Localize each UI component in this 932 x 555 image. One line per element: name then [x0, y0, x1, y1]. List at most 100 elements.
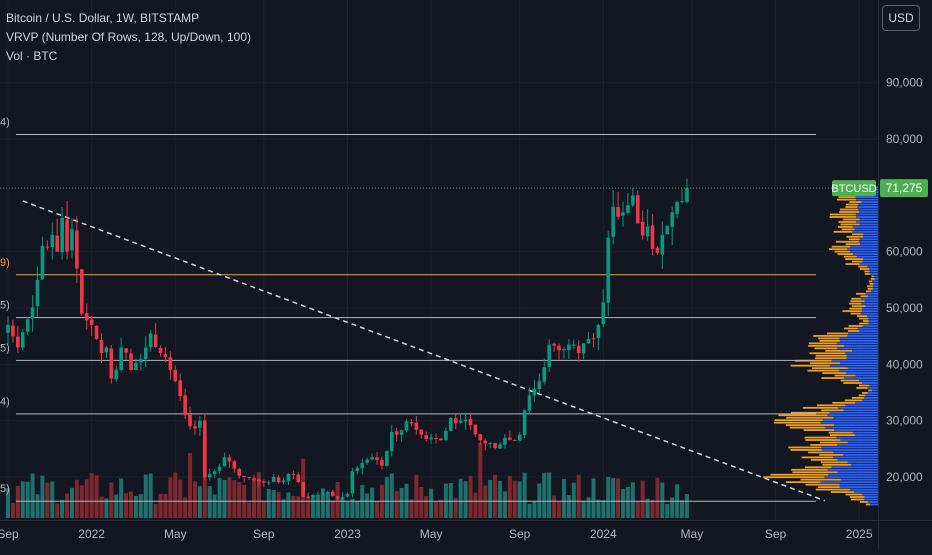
volume-profile-row: [859, 317, 869, 320]
candlestick: [242, 475, 246, 483]
volume-profile-row: [872, 280, 878, 283]
candlestick: [119, 337, 123, 372]
candlestick: [660, 221, 665, 270]
volume-profile-row: [873, 275, 878, 278]
candlestick: [266, 480, 271, 486]
volume-profile-row: [861, 399, 878, 402]
volume-bar: [611, 478, 616, 518]
candlestick: [163, 347, 168, 363]
volume-profile-row: [849, 488, 878, 491]
price-tick-label: 60,000: [886, 245, 923, 259]
vrvp-indicator-label[interactable]: VRVP (Number Of Rows, 128, Up/Down, 100): [6, 30, 251, 44]
volume-profile-row: [856, 255, 878, 258]
volume-profile-row: [847, 335, 878, 337]
volume-bar: [55, 503, 60, 518]
currency-button[interactable]: USD: [882, 5, 920, 31]
candlestick: [503, 433, 507, 449]
volume-profile-row: [857, 315, 868, 317]
volume-profile-row: [868, 317, 878, 320]
volume-indicator-label[interactable]: Vol · BTC: [6, 49, 58, 63]
volume-bar: [266, 488, 271, 518]
volume-profile-row: [846, 235, 864, 238]
volume-profile-row: [849, 496, 865, 498]
volume-profile-row: [865, 290, 872, 293]
volume-bar: [30, 473, 35, 518]
volume-bar: [532, 500, 537, 518]
time-tick-label: 2024: [590, 527, 617, 541]
volume-profile-row: [861, 310, 878, 313]
volume-profile-row: [852, 431, 878, 434]
volume-profile-row: [820, 446, 878, 449]
volume-bar: [340, 498, 345, 518]
dashed-trendline[interactable]: [22, 200, 825, 502]
volume-bar: [384, 477, 389, 518]
volume-bar: [458, 478, 463, 518]
volume-profile-row: [850, 463, 878, 466]
candlestick: [473, 424, 478, 437]
volume-profile-row: [858, 240, 878, 243]
candlestick: [139, 353, 143, 371]
volume-profile-row: [831, 245, 851, 248]
candlestick: [675, 201, 679, 219]
volume-profile-row: [808, 342, 837, 345]
symbol-title[interactable]: Bitcoin / U.S. Dollar, 1W, BITSTAMP: [6, 11, 200, 25]
volume-bar: [547, 472, 552, 518]
volume-profile-row: [867, 392, 878, 394]
volume-profile-row: [860, 295, 868, 298]
volume-bar: [256, 472, 261, 518]
candlestick: [281, 477, 286, 485]
volume-bar: [237, 482, 242, 518]
volume-profile-row: [834, 424, 878, 427]
volume-bar: [483, 485, 488, 518]
volume-bar: [6, 488, 10, 518]
volume-bars: [6, 437, 689, 518]
candlestick: [409, 419, 414, 427]
candlestick: [404, 419, 409, 433]
candlestick: [645, 209, 650, 241]
volume-bar: [320, 488, 325, 518]
volume-bar: [650, 499, 655, 518]
volume-profile-row: [820, 461, 848, 464]
candlestick: [183, 388, 187, 420]
volume-profile-row: [835, 240, 859, 243]
volume-profile: [763, 186, 878, 506]
volume-bar: [542, 472, 547, 518]
volume-profile-row: [849, 302, 862, 305]
candlestick: [389, 424, 394, 457]
volume-profile-row: [868, 389, 872, 392]
volume-bar: [399, 487, 404, 518]
volume-bar: [375, 501, 379, 518]
volume-profile-row: [856, 198, 878, 201]
volume-profile-row: [833, 451, 878, 454]
volume-profile-row: [863, 320, 869, 322]
volume-profile-row: [834, 250, 851, 253]
volume-profile-row: [852, 233, 864, 236]
volume-bar: [621, 488, 625, 518]
volume-profile-row: [871, 290, 878, 293]
volume-profile-row: [836, 342, 878, 345]
volume-profile-row: [849, 201, 862, 203]
volume-profile-row: [851, 396, 865, 399]
volume-profile-row: [822, 372, 847, 375]
volume-profile-row: [836, 198, 857, 201]
candlestick: [198, 416, 202, 436]
volume-profile-row: [848, 332, 878, 335]
volume-profile-row: [839, 208, 859, 211]
candlestick: [89, 316, 94, 336]
candlestick: [591, 332, 596, 348]
candlestick: [296, 472, 301, 484]
candlestick: [20, 328, 25, 351]
volume-bar: [557, 502, 562, 518]
volume-profile-row: [845, 352, 878, 355]
volume-profile-row: [859, 501, 868, 503]
volume-profile-row: [855, 213, 878, 216]
chart-legend: Bitcoin / U.S. Dollar, 1W, BITSTAMP VRVP…: [6, 9, 251, 66]
volume-profile-row: [863, 498, 878, 501]
volume-bar: [104, 498, 109, 518]
volume-bar: [345, 501, 350, 518]
candlestick: [458, 413, 463, 425]
volume-profile-row: [843, 255, 857, 258]
volume-bar: [217, 478, 222, 518]
